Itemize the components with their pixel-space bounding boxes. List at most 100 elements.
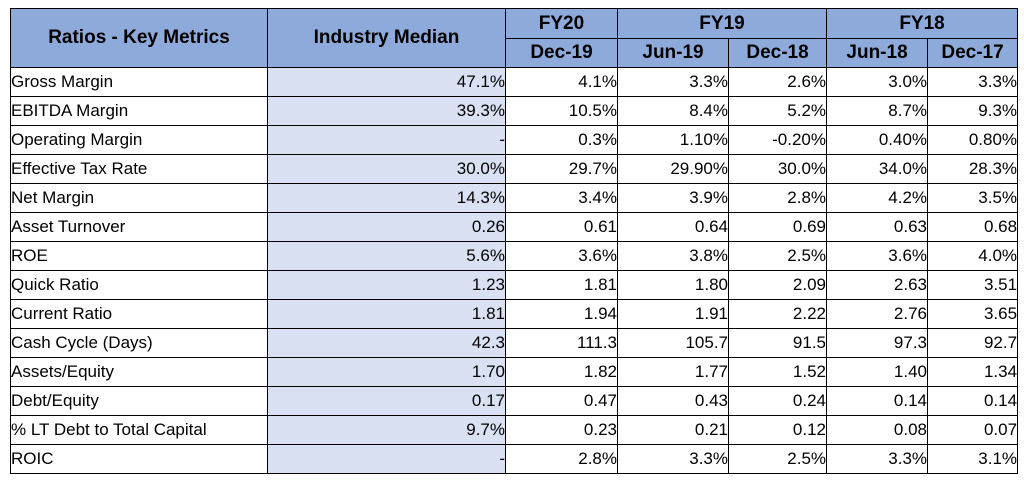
value-cell: 1.94	[505, 299, 618, 329]
value-cell: 8.7%	[826, 96, 929, 126]
industry-median-cell: 5.6%	[267, 241, 506, 271]
metric-name-cell: Asset Turnover	[10, 212, 268, 242]
value-cell: 4.1%	[505, 67, 618, 97]
metric-name-cell: Assets/Equity	[10, 357, 268, 387]
metric-column-header: Ratios - Key Metrics	[10, 8, 268, 68]
table-row: ROIC -2.8% 3.3% 2.5% 3.3% 3.1%	[10, 444, 1019, 474]
value-cell: 9.3%	[927, 96, 1019, 126]
metric-name-cell: Debt/Equity	[10, 386, 268, 416]
table-row: Gross Margin 47.1% 4.1% 3.3% 2.6% 3.0% 3.3%	[10, 67, 1019, 97]
value-cell: 2.22	[727, 299, 828, 329]
metric-name-cell: Quick Ratio	[10, 270, 268, 300]
table-row: Net Margin 14.3% 3.4% 3.9% 2.8% 4.2% 3.5%	[10, 183, 1019, 213]
industry-median-cell: -	[267, 125, 506, 155]
period-header: Dec-17	[927, 38, 1019, 68]
fiscal-year-header-fy18: FY18	[826, 8, 1019, 39]
value-cell: 3.0%	[826, 67, 929, 97]
value-cell: 0.23	[505, 415, 618, 445]
value-cell: 0.21	[617, 415, 729, 445]
value-cell: 0.80%	[927, 125, 1019, 155]
industry-median-cell: 1.23	[267, 270, 506, 300]
value-cell: 3.3%	[617, 444, 729, 474]
period-header: Jun-18	[826, 38, 929, 68]
value-cell: 29.90%	[617, 154, 729, 184]
fiscal-year-header-fy20: FY20	[505, 8, 618, 39]
value-cell: 0.3%	[505, 125, 618, 155]
metric-name-cell: Current Ratio	[10, 299, 268, 329]
value-cell: 30.0%	[727, 154, 828, 184]
value-cell: 2.5%	[727, 444, 828, 474]
value-cell: 3.3%	[826, 444, 929, 474]
industry-median-header: Industry Median	[267, 8, 506, 68]
table-row: Assets/Equity 1.70 1.82 1.77 1.52 1.40 1.34	[10, 357, 1019, 387]
value-cell: 0.69	[727, 212, 828, 242]
industry-median-cell: 14.3%	[267, 183, 506, 213]
value-cell: 29.7%	[505, 154, 618, 184]
industry-median-cell: 1.81	[267, 299, 506, 329]
value-cell: 3.3%	[927, 67, 1019, 97]
value-cell: 0.63	[826, 212, 929, 242]
value-cell: 0.43	[617, 386, 729, 416]
value-cell: 3.1%	[927, 444, 1019, 474]
value-cell: 91.5	[727, 328, 828, 358]
value-cell: 1.91	[617, 299, 729, 329]
value-cell: 1.34	[927, 357, 1019, 387]
value-cell: 1.81	[505, 270, 618, 300]
table-header: Ratios - Key Metrics Industry Median FY2…	[10, 8, 1019, 68]
value-cell: 1.80	[617, 270, 729, 300]
value-cell: 0.08	[826, 415, 929, 445]
metric-name-cell: Net Margin	[10, 183, 268, 213]
value-cell: 3.51	[927, 270, 1019, 300]
industry-median-cell: 0.17	[267, 386, 506, 416]
industry-median-cell: 42.3	[267, 328, 506, 358]
industry-median-cell: 9.7%	[267, 415, 506, 445]
metric-name-cell: Cash Cycle (Days)	[10, 328, 268, 358]
value-cell: 3.4%	[505, 183, 618, 213]
table-row: Effective Tax Rate 30.0% 29.7% 29.90% 30.0% 3…	[10, 154, 1019, 184]
value-cell: -0.20%	[727, 125, 828, 155]
value-cell: 2.63	[826, 270, 929, 300]
value-cell: 0.07	[927, 415, 1019, 445]
value-cell: 1.40	[826, 357, 929, 387]
value-cell: 0.14	[927, 386, 1019, 416]
value-cell: 2.09	[727, 270, 828, 300]
industry-median-cell: 1.70	[267, 357, 506, 387]
metric-name-cell: ROIC	[10, 444, 268, 474]
industry-median-cell: 39.3%	[267, 96, 506, 126]
table-row: Cash Cycle (Days) 42.3 111.3 105.7 91.5 97.3 9…	[10, 328, 1019, 358]
value-cell: 0.12	[727, 415, 828, 445]
metric-name-cell: Effective Tax Rate	[10, 154, 268, 184]
value-cell: 0.47	[505, 386, 618, 416]
table-row: % LT Debt to Total Capital 9.7% 0.23 0.21 0.…	[10, 415, 1019, 445]
metric-name-cell: Operating Margin	[10, 125, 268, 155]
industry-median-cell: 47.1%	[267, 67, 506, 97]
value-cell: 3.8%	[617, 241, 729, 271]
period-header: Dec-18	[727, 38, 828, 68]
table-row: Debt/Equity 0.17 0.47 0.43 0.24 0.14 0.14	[10, 386, 1019, 416]
value-cell: 34.0%	[826, 154, 929, 184]
value-cell: 3.5%	[927, 183, 1019, 213]
value-cell: 3.6%	[505, 241, 618, 271]
metric-name-cell: % LT Debt to Total Capital	[10, 415, 268, 445]
table-row: ROE 5.6% 3.6% 3.8% 2.5% 3.6% 4.0%	[10, 241, 1019, 271]
value-cell: 1.10%	[617, 125, 729, 155]
value-cell: 3.9%	[617, 183, 729, 213]
value-cell: 5.2%	[727, 96, 828, 126]
value-cell: 0.14	[826, 386, 929, 416]
industry-median-cell: 0.26	[267, 212, 506, 242]
value-cell: 2.76	[826, 299, 929, 329]
value-cell: 105.7	[617, 328, 729, 358]
value-cell: 2.8%	[727, 183, 828, 213]
key-metrics-table: Ratios - Key Metrics Industry Median FY2…	[10, 8, 1019, 474]
value-cell: 0.68	[927, 212, 1019, 242]
table-row: Current Ratio 1.81 1.94 1.91 2.22 2.76 3.65	[10, 299, 1019, 329]
value-cell: 92.7	[927, 328, 1019, 358]
value-cell: 0.40%	[826, 125, 929, 155]
value-cell: 0.24	[727, 386, 828, 416]
value-cell: 3.65	[927, 299, 1019, 329]
value-cell: 1.77	[617, 357, 729, 387]
metric-name-cell: EBITDA Margin	[10, 96, 268, 126]
value-cell: 3.3%	[617, 67, 729, 97]
value-cell: 28.3%	[927, 154, 1019, 184]
value-cell: 2.6%	[727, 67, 828, 97]
